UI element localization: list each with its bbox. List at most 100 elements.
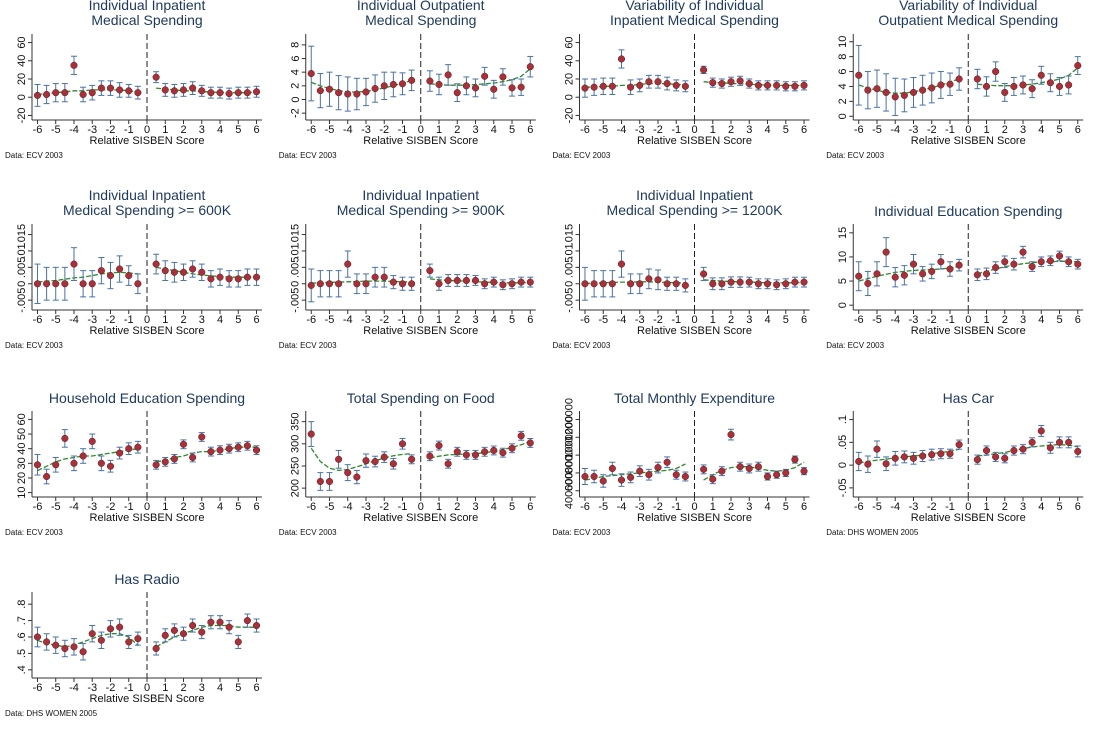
data-point	[408, 455, 416, 463]
x-tick-label: 4	[217, 314, 223, 326]
fit-line	[310, 447, 412, 472]
data-point	[362, 457, 370, 465]
panel-title: Outpatient Medical Spending	[878, 12, 1058, 28]
x-tick-label: -2	[379, 124, 389, 136]
data-point	[590, 83, 598, 91]
data-point	[663, 80, 671, 88]
y-tick-label: 0	[564, 94, 576, 100]
data-point	[745, 464, 753, 473]
data-point	[517, 432, 525, 440]
data-point	[307, 430, 315, 438]
data-point	[1010, 446, 1018, 455]
x-tick-label: 2	[1002, 314, 1008, 326]
panel-title: Medical Spending	[91, 12, 202, 28]
y-tick-label: 0	[564, 281, 576, 287]
data-point	[919, 270, 927, 278]
panel: Household Education Spending102030405060…	[5, 390, 262, 537]
y-tick-label: 0	[16, 281, 28, 287]
fit-line	[977, 67, 1079, 87]
data-point	[134, 635, 142, 643]
data-point	[52, 89, 60, 97]
x-tick-label: -1	[124, 314, 134, 326]
data-point	[1055, 82, 1064, 91]
data-point	[170, 268, 178, 276]
y-tick-label: .1	[837, 415, 849, 424]
data-point	[88, 437, 96, 445]
x-tick-label: -1	[671, 124, 681, 136]
data-point	[97, 267, 105, 275]
x-tick-label: 5	[1056, 124, 1062, 136]
panel-title: Variability of Individual	[899, 0, 1037, 13]
x-tick-label: 5	[235, 124, 241, 136]
data-point	[179, 268, 188, 276]
y-tick-label: .7	[16, 616, 28, 625]
data-point	[1028, 263, 1036, 271]
x-tick-label: 3	[199, 124, 205, 136]
x-tick-label: -3	[87, 682, 97, 694]
data-point	[61, 434, 69, 442]
x-tick-label: -2	[653, 124, 663, 136]
x-tick-label: 1	[710, 314, 716, 326]
data-point	[481, 448, 489, 456]
data-point	[773, 81, 781, 89]
data-point	[617, 260, 626, 268]
data-point	[70, 61, 78, 69]
y-tick-label: 4	[290, 69, 302, 75]
fit-line	[584, 463, 686, 481]
x-tick-label: -4	[343, 314, 353, 326]
data-point	[116, 86, 124, 94]
x-tick-label: 3	[199, 314, 205, 326]
y-tick-label: 250	[290, 457, 302, 475]
data-point	[1074, 62, 1082, 70]
data-point	[161, 86, 169, 94]
data-point	[727, 278, 735, 286]
data-point	[371, 273, 379, 281]
x-tick-label: -1	[945, 314, 955, 326]
x-tick-label: -6	[306, 501, 316, 513]
x-tick-label: -6	[33, 314, 43, 326]
data-point	[152, 73, 160, 81]
source-note: Data: DHS WOMEN 2005	[826, 528, 919, 537]
source-note: Data: ECV 2003	[826, 151, 884, 160]
data-point	[179, 440, 188, 448]
data-point	[636, 467, 644, 475]
x-axis-label: Relative SISBEN Score	[90, 325, 205, 337]
data-point	[617, 55, 626, 63]
x-axis-label: Relative SISBEN Score	[363, 512, 478, 524]
data-point	[919, 452, 927, 460]
fit-line	[858, 448, 960, 464]
x-tick-label: 0	[418, 124, 424, 136]
y-tick-label: .6	[16, 632, 28, 641]
y-tick-label: -2	[290, 108, 302, 118]
fit-line	[429, 68, 531, 86]
y-tick-label: .005	[16, 257, 28, 278]
y-tick-label: 60	[16, 413, 28, 425]
data-point	[645, 471, 653, 479]
data-point	[106, 272, 115, 280]
data-point	[435, 280, 443, 288]
data-point	[106, 462, 115, 470]
data-point	[252, 88, 261, 96]
x-tick-label: 6	[253, 314, 259, 326]
data-point	[198, 87, 206, 95]
x-tick-label: -3	[635, 501, 645, 513]
data-point	[225, 275, 233, 283]
x-axis-label: Relative SISBEN Score	[637, 512, 752, 524]
data-point	[1065, 258, 1073, 266]
data-point	[973, 75, 981, 83]
x-tick-label: 2	[180, 682, 186, 694]
x-tick-label: 2	[454, 501, 460, 513]
x-tick-label: 1	[983, 314, 989, 326]
x-tick-label: -3	[909, 124, 919, 136]
x-tick-label: 3	[1020, 124, 1026, 136]
data-point	[718, 80, 726, 88]
data-point	[672, 280, 680, 288]
data-point	[408, 280, 416, 288]
data-point	[344, 260, 352, 268]
y-tick-label: 20	[564, 73, 576, 85]
data-point	[909, 260, 918, 268]
y-tick-label: .01	[290, 243, 302, 258]
x-tick-label: 3	[472, 501, 478, 513]
x-tick-label: 4	[764, 501, 770, 513]
data-point	[700, 465, 708, 473]
